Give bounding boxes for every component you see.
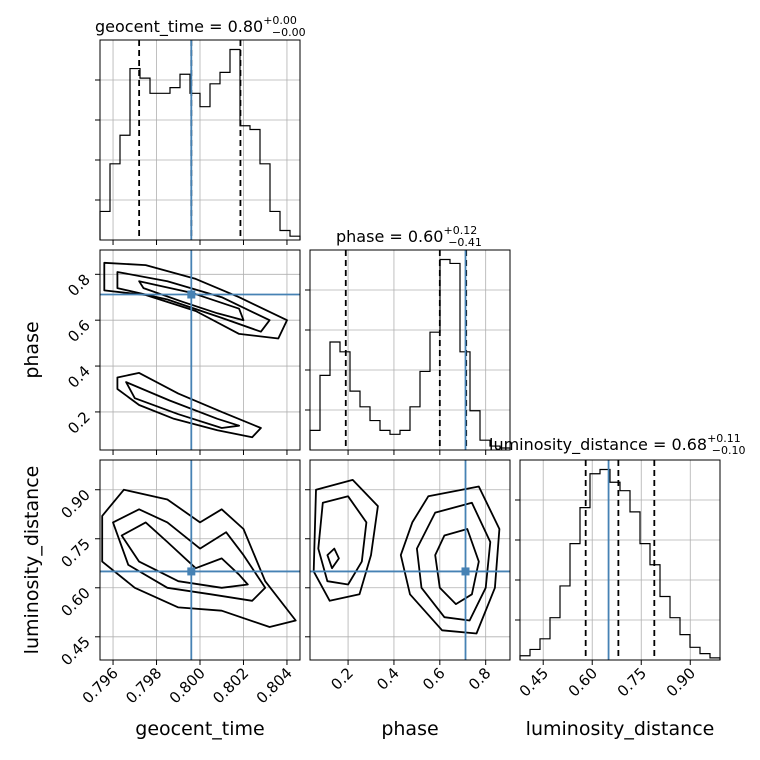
contour-outer (101, 488, 297, 628)
gridlines (310, 460, 510, 660)
panel-luminosity-distance-vs-phase: 0.2 0.4 0.6 0.8 (305, 459, 511, 694)
gridlines (100, 40, 300, 240)
x-geocent_time-tick-label: 0.802 (209, 664, 252, 707)
ylabel-luminosity-distance: luminosity_distance (21, 466, 43, 655)
xlabel-geocent-time: geocent_time (135, 718, 264, 740)
contour-middle (415, 501, 492, 622)
y-luminosity_distance-tick-label: 0.45 (57, 633, 93, 669)
contour-area (312, 478, 501, 635)
y-luminosity_distance-tick-label: 0.90 (57, 486, 93, 522)
x-phase-tick-label: 0.2 (327, 664, 357, 694)
contour-inner (120, 521, 249, 589)
contour-area (103, 261, 288, 439)
contour-outer (116, 371, 262, 439)
y-phase-tick-label: 0.4 (64, 362, 94, 392)
x-phase-tick-label: 0.4 (373, 664, 403, 694)
y-luminosity_distance-tick-label: 0.75 (57, 535, 93, 571)
contour-middle (125, 381, 241, 429)
histogram-phase (309, 258, 511, 450)
y-phase-tick-label: 0.8 (64, 270, 94, 300)
xlabel-luminosity-distance: luminosity_distance (526, 718, 715, 740)
axes-frame (309, 459, 511, 661)
y-phase-tick-label: 0.2 (64, 408, 94, 438)
x-phase-tick-label: 0.8 (465, 664, 495, 694)
title-luminosity-distance: luminosity_distance = 0.68+0.11 −0.10 (489, 432, 746, 457)
panel-luminosity-distance-vs-geocent-time: 0.45 0.60 0.75 0.90 0.796 0.798 0.800 0.802 0.80… (57, 459, 301, 707)
contour-outer (312, 478, 379, 602)
title-geocent-time: geocent_time = 0.80+0.00 −0.00 (95, 14, 306, 39)
axes-frame (309, 249, 511, 451)
title-phase: phase = 0.60+0.12 −0.41 (336, 224, 482, 249)
x-luminosity_distance-tick-label: 0.45 (516, 664, 552, 700)
x-geocent_time-tick-label: 0.796 (79, 664, 122, 707)
x-luminosity_distance-tick-label: 0.90 (663, 664, 699, 700)
y-luminosity_distance-tick-label: 0.60 (57, 584, 93, 620)
contour-inner (326, 547, 340, 570)
truth-marker (187, 567, 196, 576)
x-luminosity_distance-tick-label: 0.60 (565, 664, 601, 700)
x-phase-tick-label: 0.6 (419, 664, 449, 694)
contour-middle (317, 495, 368, 586)
x-geocent_time-tick-label: 0.800 (166, 664, 209, 707)
axes-frame (519, 459, 721, 661)
hist-panel-phase (305, 249, 511, 455)
contour-area (101, 488, 297, 628)
truth-marker (461, 567, 470, 576)
panel-phase-vs-geocent-time: 0.2 0.4 0.6 0.8 (64, 249, 301, 455)
histogram-geocent_time (99, 48, 301, 240)
gridlines (310, 250, 510, 450)
x-geocent_time-tick-label: 0.798 (122, 664, 165, 707)
truth-marker (187, 290, 196, 299)
y-phase-tick-label: 0.6 (64, 316, 94, 346)
xlabel-phase: phase (381, 718, 438, 740)
gridlines (100, 460, 300, 660)
x-luminosity_distance-tick-label: 0.75 (614, 664, 650, 700)
ylabel-phase: phase (21, 321, 43, 378)
histogram-luminosity_distance (519, 468, 721, 660)
contour-outer (103, 261, 288, 340)
contour-outer (399, 485, 501, 635)
hist-panel-geocent-time (95, 39, 301, 245)
gridlines (520, 460, 720, 660)
contour-middle (116, 271, 271, 333)
contour-middle (112, 508, 267, 602)
hist-panel-luminosity-distance: 0.45 0.60 0.75 0.90 (515, 459, 721, 700)
contour-inner (434, 528, 480, 605)
x-geocent_time-tick-label: 0.804 (253, 664, 296, 707)
